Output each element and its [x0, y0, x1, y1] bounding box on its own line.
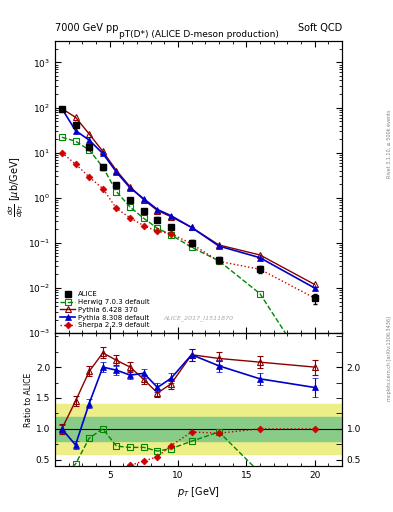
- Title: pT(D*) (ALICE D-meson production): pT(D*) (ALICE D-meson production): [119, 30, 278, 39]
- Text: 7000 GeV pp: 7000 GeV pp: [55, 23, 119, 33]
- Y-axis label: $\frac{d\sigma}{dp_T}$ [$\mu$b/GeV]: $\frac{d\sigma}{dp_T}$ [$\mu$b/GeV]: [7, 157, 26, 218]
- Text: Soft QCD: Soft QCD: [298, 23, 342, 33]
- Legend: ALICE, Herwig 7.0.3 default, Pythia 6.428 370, Pythia 8.308 default, Sherpa 2.2.: ALICE, Herwig 7.0.3 default, Pythia 6.42…: [59, 290, 151, 330]
- Text: Rivet 3.1.10, ≥ 500k events: Rivet 3.1.10, ≥ 500k events: [387, 109, 391, 178]
- Bar: [55, 416, 342, 441]
- Y-axis label: Ratio to ALICE: Ratio to ALICE: [24, 372, 33, 426]
- X-axis label: $p_T$ [GeV]: $p_T$ [GeV]: [177, 485, 220, 499]
- Bar: [55, 404, 342, 454]
- Text: mcplots.cern.ch [arXiv:1306.3436]: mcplots.cern.ch [arXiv:1306.3436]: [387, 316, 391, 401]
- Text: ALICE_2017_I1511870: ALICE_2017_I1511870: [163, 316, 233, 322]
